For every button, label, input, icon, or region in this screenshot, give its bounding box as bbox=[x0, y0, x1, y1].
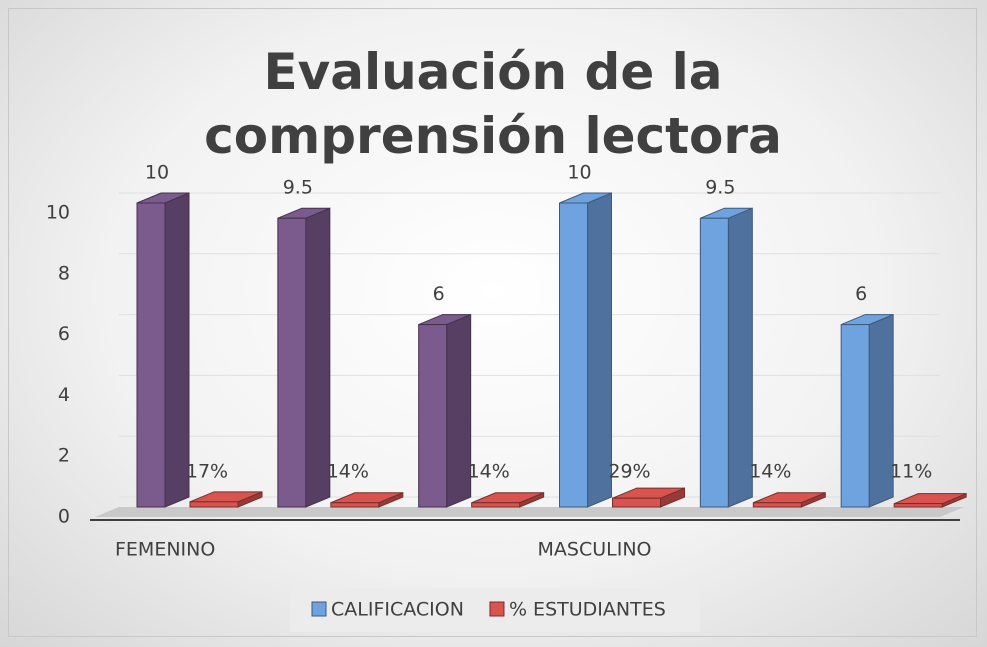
bar bbox=[471, 491, 545, 508]
floor-edge bbox=[90, 519, 960, 521]
legend-swatch bbox=[489, 601, 505, 617]
value-label: 14% bbox=[468, 461, 510, 483]
chart-title: Evaluación de la comprensión lectora bbox=[204, 43, 782, 165]
value-label: 9.5 bbox=[705, 177, 735, 199]
bar-front bbox=[136, 202, 166, 508]
legend-label: % ESTUDIANTES bbox=[509, 599, 666, 621]
bar-front bbox=[840, 324, 870, 508]
bar-front bbox=[699, 217, 729, 508]
value-label: 10 bbox=[145, 162, 169, 184]
y-tick-label: 4 bbox=[58, 384, 70, 406]
bar-front bbox=[330, 502, 380, 508]
bar bbox=[752, 491, 826, 508]
bar-front bbox=[893, 503, 943, 508]
value-label: 11% bbox=[890, 461, 932, 483]
x-tick-label: MASCULINO bbox=[538, 539, 652, 561]
y-tick-label: 2 bbox=[58, 445, 70, 467]
value-label: 6 bbox=[433, 283, 445, 305]
legend-swatch bbox=[311, 601, 327, 617]
value-label: 6 bbox=[855, 283, 867, 305]
value-label: 10 bbox=[567, 162, 591, 184]
value-label: 17% bbox=[186, 461, 228, 483]
chart-frame bbox=[8, 8, 977, 637]
y-tick-label: 0 bbox=[58, 506, 70, 528]
bar bbox=[418, 313, 472, 508]
y-tick-label: 10 bbox=[46, 202, 70, 224]
bar-top bbox=[893, 493, 967, 505]
y-tick-label: 8 bbox=[58, 262, 70, 284]
bar-front bbox=[418, 324, 448, 508]
bar bbox=[893, 492, 967, 508]
bar bbox=[559, 192, 612, 508]
bar-front bbox=[612, 497, 661, 508]
floor bbox=[95, 507, 964, 517]
bar bbox=[699, 207, 753, 508]
bar-front bbox=[559, 202, 588, 508]
value-label: 14% bbox=[749, 461, 791, 483]
bar-front bbox=[277, 217, 307, 508]
bar bbox=[136, 192, 190, 508]
bar-front bbox=[471, 502, 521, 508]
y-tick-label: 6 bbox=[58, 323, 70, 345]
x-tick-label: FEMENINO bbox=[115, 539, 215, 561]
bar bbox=[330, 491, 404, 508]
legend-label: CALIFICACION bbox=[331, 599, 464, 621]
value-label: 29% bbox=[608, 461, 650, 483]
bar-front bbox=[752, 502, 802, 508]
bar bbox=[277, 207, 331, 508]
bar bbox=[189, 491, 263, 508]
bar bbox=[612, 487, 685, 508]
bar bbox=[840, 313, 894, 508]
value-label: 9.5 bbox=[283, 177, 313, 199]
value-label: 14% bbox=[327, 461, 369, 483]
bar-front bbox=[189, 501, 239, 508]
